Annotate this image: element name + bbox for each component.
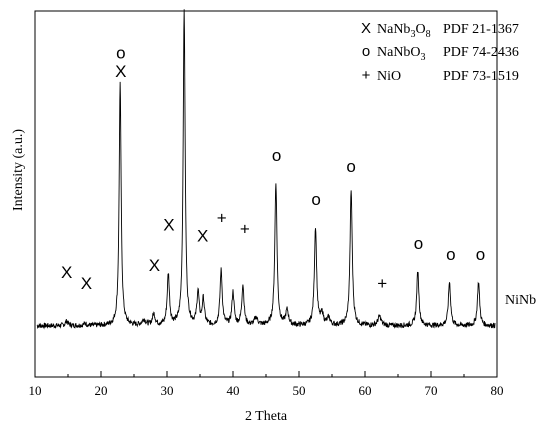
legend-pdf-2: PDF 73-1519 [443, 69, 519, 84]
x-tick-label-3: 40 [227, 383, 240, 398]
peak-marker-o-11: o [272, 146, 281, 165]
peak-marker-x-0: X [61, 263, 72, 282]
legend-compound-0: NaNb3O8 [377, 22, 431, 40]
x-tick-label-2: 30 [161, 383, 174, 398]
peak-marker-o-17: o [476, 245, 485, 264]
peak-marker-o-13: o [346, 157, 355, 176]
peak-markers: XXXoXXXoX++ooo+ooo [61, 0, 485, 293]
x-tick-label-6: 70 [425, 383, 438, 398]
x-tick-label-1: 20 [95, 383, 108, 398]
x-axis-title: 2 Theta [245, 409, 288, 424]
peak-marker-o-15: o [414, 234, 423, 253]
legend-pdf-1: PDF 74-2436 [443, 45, 519, 60]
x-axis-tick-labels: 10 20 30 40 50 60 70 80 [29, 383, 504, 398]
x-tick-label-0: 10 [29, 383, 42, 398]
peak-marker-o-3: o [116, 44, 125, 63]
peak-marker-x-6: X [178, 0, 189, 4]
peak-marker-plus-10: + [240, 219, 250, 238]
xrd-pattern-line [36, 9, 496, 330]
legend-compound-2: NiO [377, 69, 401, 84]
peak-marker-plus-14: + [377, 274, 387, 293]
peak-marker-o-12: o [311, 190, 320, 209]
peak-marker-x-2: X [115, 62, 126, 81]
legend-symbol-1: o [362, 43, 370, 60]
legend-compound-1: NaNbO3 [377, 45, 426, 63]
x-axis-ticks [34, 371, 498, 377]
peak-marker-x-5: X [163, 216, 174, 235]
legend-symbol-2: + [362, 67, 371, 84]
peak-marker-o-16: o [446, 245, 455, 264]
series-label: NiNb [505, 293, 536, 308]
peak-marker-x-4: X [149, 256, 160, 275]
peak-marker-x-1: X [81, 274, 92, 293]
legend-symbol-0: X [361, 20, 371, 37]
y-axis-title: Intensity (a.u.) [11, 129, 26, 211]
x-tick-label-4: 50 [293, 383, 306, 398]
legend-pdf-0: PDF 21-1367 [443, 22, 519, 37]
peak-marker-x-8: X [197, 227, 208, 246]
peak-marker-plus-9: + [217, 208, 227, 227]
x-tick-label-5: 60 [359, 383, 372, 398]
legend: X NaNb3O8 PDF 21-1367 o NaNbO3 PDF 74-2436 + Ni… [361, 20, 519, 84]
x-tick-label-7: 80 [491, 383, 504, 398]
